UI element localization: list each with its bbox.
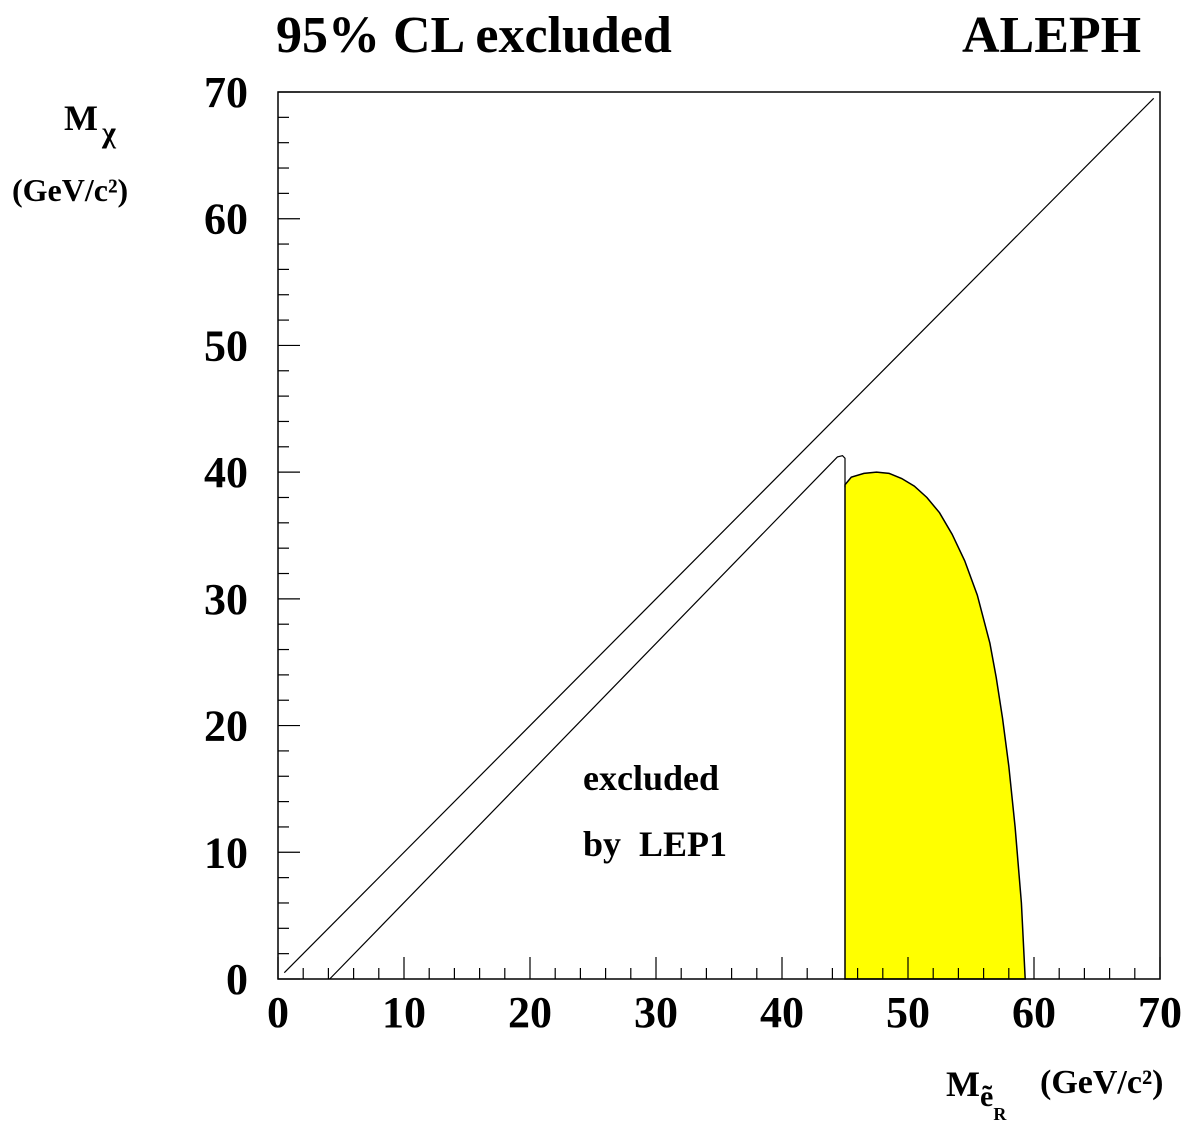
experiment-label: ALEPH — [962, 10, 1141, 62]
x-tick-label: 10 — [382, 988, 426, 1037]
y-axis-unit: (GeV/c²) — [12, 174, 128, 206]
chart-title: 95% CL excluded — [276, 10, 672, 62]
yellow-excluded-region — [845, 472, 1025, 979]
x-axis-subsubscript: R — [993, 1104, 1006, 1124]
x-axis-unit: (GeV/c²) — [1040, 1066, 1163, 1100]
excluded-region-fill — [845, 472, 1025, 979]
annotation-line-2: by LEP1 — [583, 826, 727, 862]
annotation-line-1: excluded — [583, 760, 719, 796]
x-axis-symbol: M — [946, 1064, 980, 1104]
y-tick-label: 30 — [204, 575, 248, 624]
y-tick-label: 0 — [226, 955, 248, 1004]
y-tick-label: 70 — [204, 68, 248, 117]
x-tick-label: 20 — [508, 988, 552, 1037]
lep1-excluded-boundary — [330, 456, 845, 979]
x-tick-label: 30 — [634, 988, 678, 1037]
x-tick-label: 60 — [1012, 988, 1056, 1037]
x-tick-label: 50 — [886, 988, 930, 1037]
y-axis-subscript: χ — [102, 116, 116, 149]
x-tick-label: 70 — [1138, 988, 1182, 1037]
x-axis-label: MẽR — [946, 1066, 1006, 1102]
x-tick-label: 40 — [760, 988, 804, 1037]
y-axis-symbol: M — [64, 98, 98, 138]
y-tick-label: 40 — [204, 448, 248, 497]
y-tick-label: 60 — [204, 195, 248, 244]
y-tick-label: 10 — [204, 828, 248, 877]
x-axis-subscript: ẽ — [980, 1080, 993, 1113]
y-tick-label: 50 — [204, 321, 248, 370]
y-tick-label: 20 — [204, 702, 248, 751]
x-tick-label: 0 — [267, 988, 289, 1037]
